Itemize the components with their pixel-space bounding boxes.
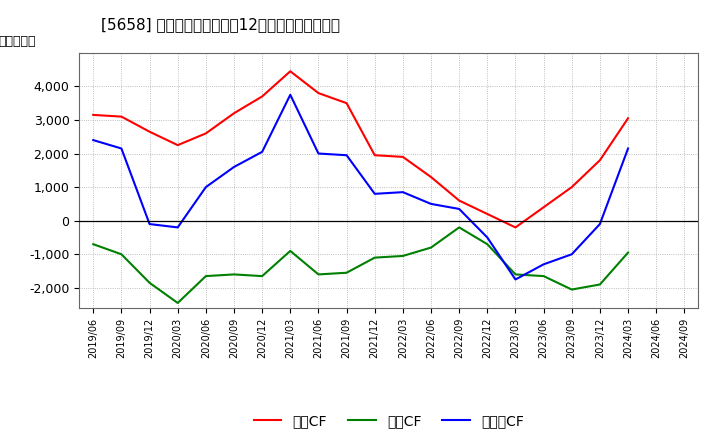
投資CF [539, 273, 548, 279]
営業CF [370, 153, 379, 158]
Text: [5658] キャッシュフローの12か月移動合計の推移: [5658] キャッシュフローの12か月移動合計の推移 [101, 18, 340, 33]
営業CF [286, 69, 294, 74]
営業CF [145, 129, 154, 134]
フリーCF [286, 92, 294, 97]
営業CF [342, 100, 351, 106]
営業CF [258, 94, 266, 99]
投資CF [286, 248, 294, 253]
投資CF [258, 273, 266, 279]
Legend: 営業CF, 投資CF, フリーCF: 営業CF, 投資CF, フリーCF [248, 409, 529, 434]
営業CF [174, 143, 182, 148]
営業CF [624, 116, 632, 121]
投資CF [117, 252, 126, 257]
Line: 投資CF: 投資CF [94, 227, 628, 303]
フリーCF [624, 146, 632, 151]
営業CF [117, 114, 126, 119]
Line: フリーCF: フリーCF [94, 95, 628, 279]
フリーCF [174, 225, 182, 230]
フリーCF [342, 153, 351, 158]
投資CF [455, 225, 464, 230]
フリーCF [399, 190, 408, 195]
投資CF [483, 242, 492, 247]
フリーCF [455, 206, 464, 212]
営業CF [399, 154, 408, 160]
投資CF [314, 272, 323, 277]
営業CF [230, 110, 238, 116]
投資CF [595, 282, 604, 287]
営業CF [483, 211, 492, 216]
フリーCF [511, 277, 520, 282]
フリーCF [230, 164, 238, 169]
投資CF [399, 253, 408, 259]
投資CF [342, 270, 351, 275]
営業CF [89, 112, 98, 117]
営業CF [427, 174, 436, 180]
フリーCF [145, 221, 154, 227]
フリーCF [567, 252, 576, 257]
営業CF [595, 158, 604, 163]
Y-axis label: （百万円）: （百万円） [0, 35, 36, 48]
営業CF [455, 198, 464, 203]
投資CF [202, 273, 210, 279]
営業CF [511, 225, 520, 230]
フリーCF [483, 235, 492, 240]
営業CF [314, 91, 323, 96]
営業CF [202, 131, 210, 136]
投資CF [89, 242, 98, 247]
フリーCF [117, 146, 126, 151]
投資CF [427, 245, 436, 250]
投資CF [174, 301, 182, 306]
フリーCF [427, 201, 436, 206]
投資CF [230, 272, 238, 277]
フリーCF [539, 262, 548, 267]
フリーCF [202, 184, 210, 190]
投資CF [624, 250, 632, 255]
投資CF [145, 280, 154, 286]
フリーCF [370, 191, 379, 197]
フリーCF [89, 137, 98, 143]
投資CF [567, 287, 576, 292]
フリーCF [314, 151, 323, 156]
フリーCF [595, 221, 604, 227]
フリーCF [258, 149, 266, 154]
投資CF [511, 272, 520, 277]
投資CF [370, 255, 379, 260]
営業CF [539, 205, 548, 210]
営業CF [567, 184, 576, 190]
Line: 営業CF: 営業CF [94, 71, 628, 227]
